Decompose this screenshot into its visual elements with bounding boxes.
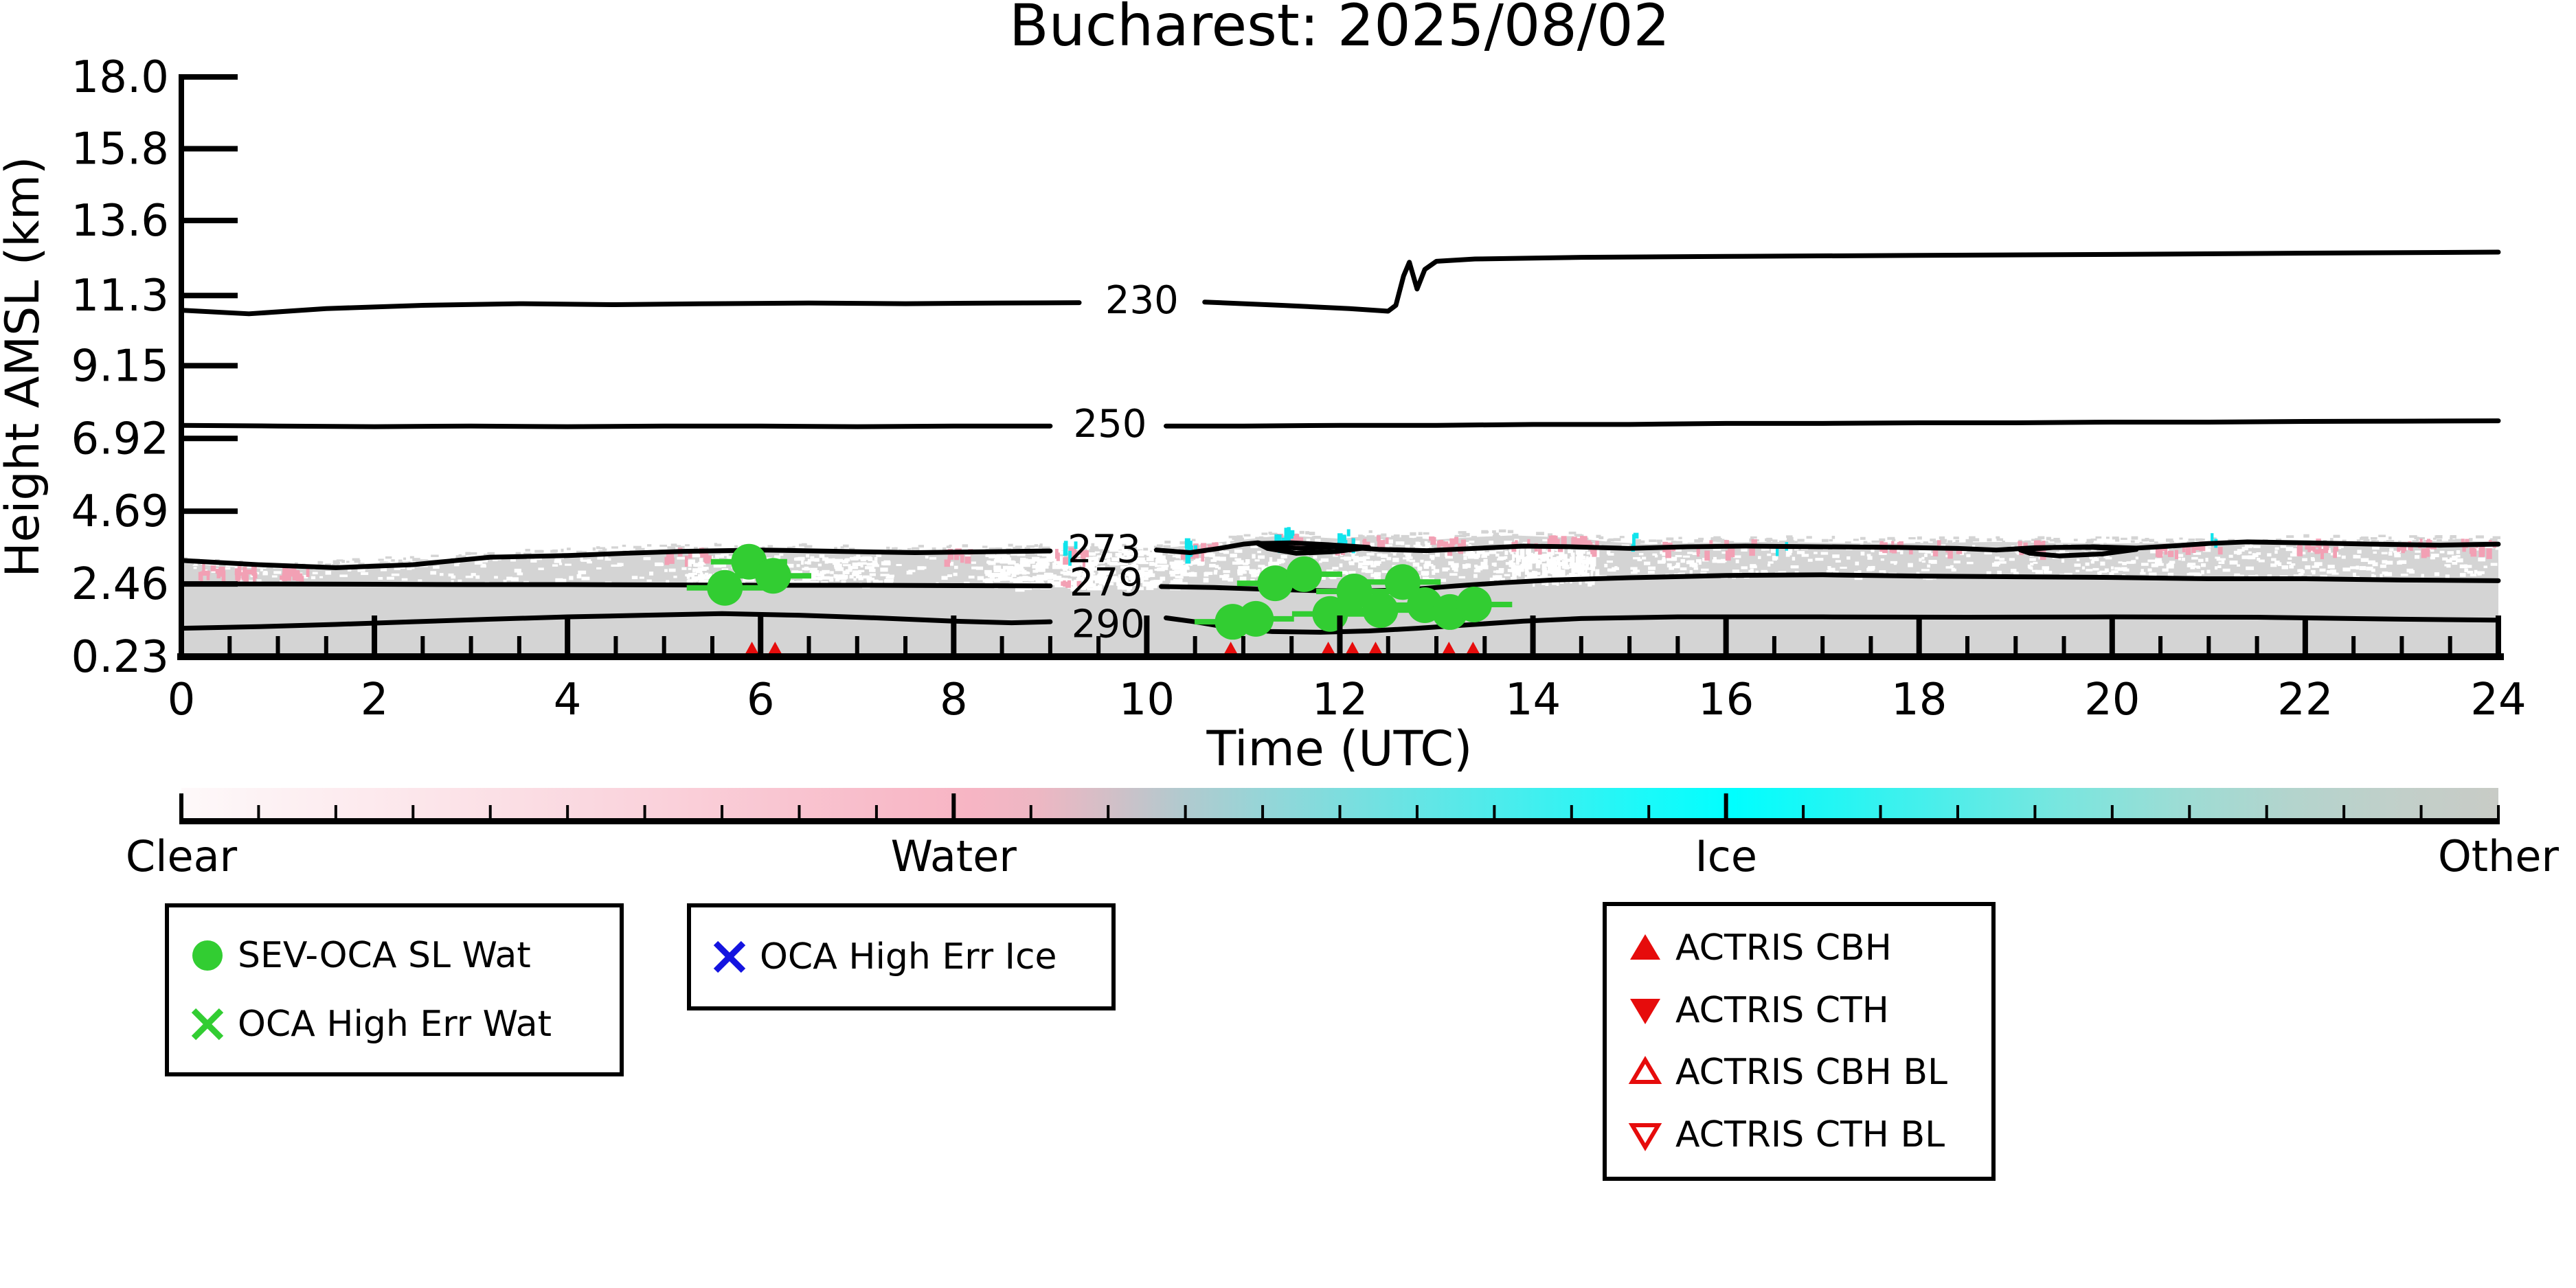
y-tick-label: 6.92 bbox=[71, 414, 170, 464]
legend-label: ACTRIS CTH bbox=[1675, 989, 1889, 1031]
x-tick-label: 24 bbox=[2470, 675, 2526, 725]
cbh-triangle bbox=[744, 642, 760, 656]
y-tick-label: 4.69 bbox=[71, 486, 170, 537]
y-tick-label: 2.46 bbox=[71, 559, 170, 610]
legend-actris-products: ACTRIS CBH ACTRIS CTH ACTRIS CBH BL ACTRIS … bbox=[1603, 902, 1996, 1181]
legend-item: ACTRIS CBH BL bbox=[1625, 1052, 1991, 1093]
cbh-triangle bbox=[1465, 642, 1481, 656]
colorbar-label: Ice bbox=[1695, 831, 1758, 881]
cbh-triangle bbox=[1344, 642, 1360, 656]
water-cloud-point bbox=[1238, 600, 1274, 637]
triangle-down-open-marker-icon bbox=[1628, 1123, 1662, 1152]
water-cloud-point bbox=[1362, 592, 1399, 629]
x-tick-label: 14 bbox=[1505, 675, 1561, 725]
x-tick-label: 6 bbox=[747, 675, 775, 725]
colorbar-label: Other bbox=[2438, 831, 2560, 881]
x-marker-icon bbox=[713, 940, 746, 973]
triangle-up-filled-marker-icon bbox=[1630, 934, 1660, 960]
x-tick-label: 16 bbox=[1698, 675, 1754, 725]
x-tick-label: 10 bbox=[1119, 675, 1175, 725]
legend-item: ACTRIS CTH BL bbox=[1625, 1114, 1991, 1155]
legend-label: ACTRIS CBH bbox=[1675, 927, 1892, 969]
x-tick-label: 22 bbox=[2277, 675, 2333, 725]
y-tick-label: 0.23 bbox=[71, 632, 170, 683]
water-cloud-point bbox=[1456, 587, 1492, 623]
contour-label-230: 230 bbox=[1105, 278, 1179, 323]
y-tick-label: 11.3 bbox=[71, 271, 170, 321]
y-axis-label: Height AMSL (km) bbox=[0, 157, 50, 578]
legend-label: OCA High Err Ice bbox=[760, 936, 1057, 978]
chart-title: Bucharest: 2025/08/02 bbox=[1009, 0, 1670, 59]
x-tick-label: 0 bbox=[168, 675, 196, 725]
actris-cbh-points bbox=[744, 642, 1481, 656]
x-tick-label: 12 bbox=[1312, 675, 1368, 725]
legend-item: SEV-OCA SL Wat bbox=[187, 935, 620, 976]
contour-label-279: 279 bbox=[1070, 561, 1143, 605]
legend-label: SEV-OCA SL Wat bbox=[238, 935, 531, 976]
cbh-triangle bbox=[1223, 642, 1239, 656]
y-tick-label: 9.15 bbox=[71, 341, 170, 392]
cloud-classification-chart: Bucharest: 2025/08/02 Height AMSL (km) T… bbox=[0, 0, 2560, 881]
circle-filled-marker-icon bbox=[192, 940, 223, 971]
triangle-up-open-marker-icon bbox=[1628, 1056, 1662, 1085]
legend-item: ACTRIS CTH bbox=[1625, 990, 1991, 1031]
y-tick-label: 18.0 bbox=[71, 52, 170, 103]
sev-oca-sl-wat-points bbox=[686, 543, 1513, 640]
cbh-triangle bbox=[767, 642, 783, 656]
contour-273: 273 bbox=[181, 528, 2501, 572]
legend-item: OCA High Err Ice bbox=[709, 936, 1111, 978]
y-tick-label: 15.8 bbox=[71, 124, 170, 174]
x-tick-label: 18 bbox=[1891, 675, 1947, 725]
x-tick-label: 8 bbox=[940, 675, 968, 725]
contour-label-290: 290 bbox=[1072, 602, 1145, 646]
water-cloud-point bbox=[1336, 574, 1372, 610]
x-tick-label: 4 bbox=[554, 675, 582, 725]
legend-label: ACTRIS CTH BL bbox=[1675, 1114, 1945, 1156]
cbh-triangle bbox=[1320, 642, 1336, 656]
triangle-down-filled-marker-icon bbox=[1630, 998, 1660, 1024]
water-cloud-point bbox=[1286, 556, 1322, 592]
contour-230: 230 bbox=[181, 249, 2501, 323]
colorbar: Clear Water Ice Other bbox=[126, 788, 2560, 881]
colorbar-label: Clear bbox=[126, 831, 238, 881]
legend-label: OCA High Err Wat bbox=[238, 1004, 552, 1045]
legend-label: ACTRIS CBH BL bbox=[1675, 1052, 1947, 1094]
water-cloud-point bbox=[755, 558, 791, 594]
contour-label-273: 273 bbox=[1067, 528, 1141, 572]
contour-label-250: 250 bbox=[1074, 402, 1147, 447]
water-cloud-point bbox=[1384, 564, 1421, 600]
x-tick-label: 20 bbox=[2084, 675, 2140, 725]
legend-item: ACTRIS CBH bbox=[1625, 927, 1991, 969]
legend-item: OCA High Err Wat bbox=[187, 1004, 620, 1045]
y-tick-label: 13.6 bbox=[71, 196, 170, 247]
x-axis-label: Time (UTC) bbox=[1206, 721, 1473, 777]
x-marker-icon bbox=[191, 1008, 224, 1041]
legend-ice-products: OCA High Err Ice bbox=[687, 903, 1116, 1010]
contour-250: 250 bbox=[181, 402, 2501, 447]
cbh-triangle bbox=[1441, 642, 1457, 656]
cbh-triangle bbox=[1368, 642, 1383, 656]
water-cloud-point bbox=[707, 569, 743, 606]
x-tick-label: 2 bbox=[361, 675, 389, 725]
legend-water-products: SEV-OCA SL Wat OCA High Err Wat bbox=[165, 903, 624, 1076]
colorbar-label: Water bbox=[891, 831, 1017, 881]
